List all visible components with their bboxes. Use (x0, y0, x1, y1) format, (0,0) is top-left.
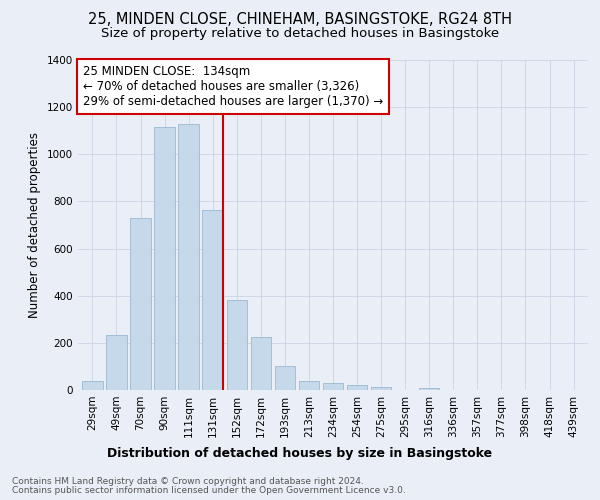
Y-axis label: Number of detached properties: Number of detached properties (28, 132, 41, 318)
Bar (251, 337, 271, 390)
Bar (202, 210, 223, 390)
Text: 25, MINDEN CLOSE, CHINEHAM, BASINGSTOKE, RG24 8TH: 25, MINDEN CLOSE, CHINEHAM, BASINGSTOKE,… (88, 12, 512, 28)
Bar (106, 334, 127, 390)
Bar (323, 384, 343, 390)
Bar (82, 381, 103, 390)
Bar (347, 385, 367, 390)
Text: Contains public sector information licensed under the Open Government Licence v3: Contains public sector information licen… (12, 486, 406, 495)
Bar (178, 124, 199, 390)
Bar (371, 387, 391, 390)
Bar (419, 388, 439, 390)
Bar (154, 127, 175, 390)
Text: 25 MINDEN CLOSE:  134sqm
← 70% of detached houses are smaller (3,326)
29% of sem: 25 MINDEN CLOSE: 134sqm ← 70% of detache… (83, 65, 383, 108)
Text: Distribution of detached houses by size in Basingstoke: Distribution of detached houses by size … (107, 448, 493, 460)
Bar (227, 300, 247, 390)
Bar (275, 366, 295, 390)
Text: Contains HM Land Registry data © Crown copyright and database right 2024.: Contains HM Land Registry data © Crown c… (12, 477, 364, 486)
Bar (299, 381, 319, 390)
Text: Size of property relative to detached houses in Basingstoke: Size of property relative to detached ho… (101, 28, 499, 40)
Bar (130, 218, 151, 390)
